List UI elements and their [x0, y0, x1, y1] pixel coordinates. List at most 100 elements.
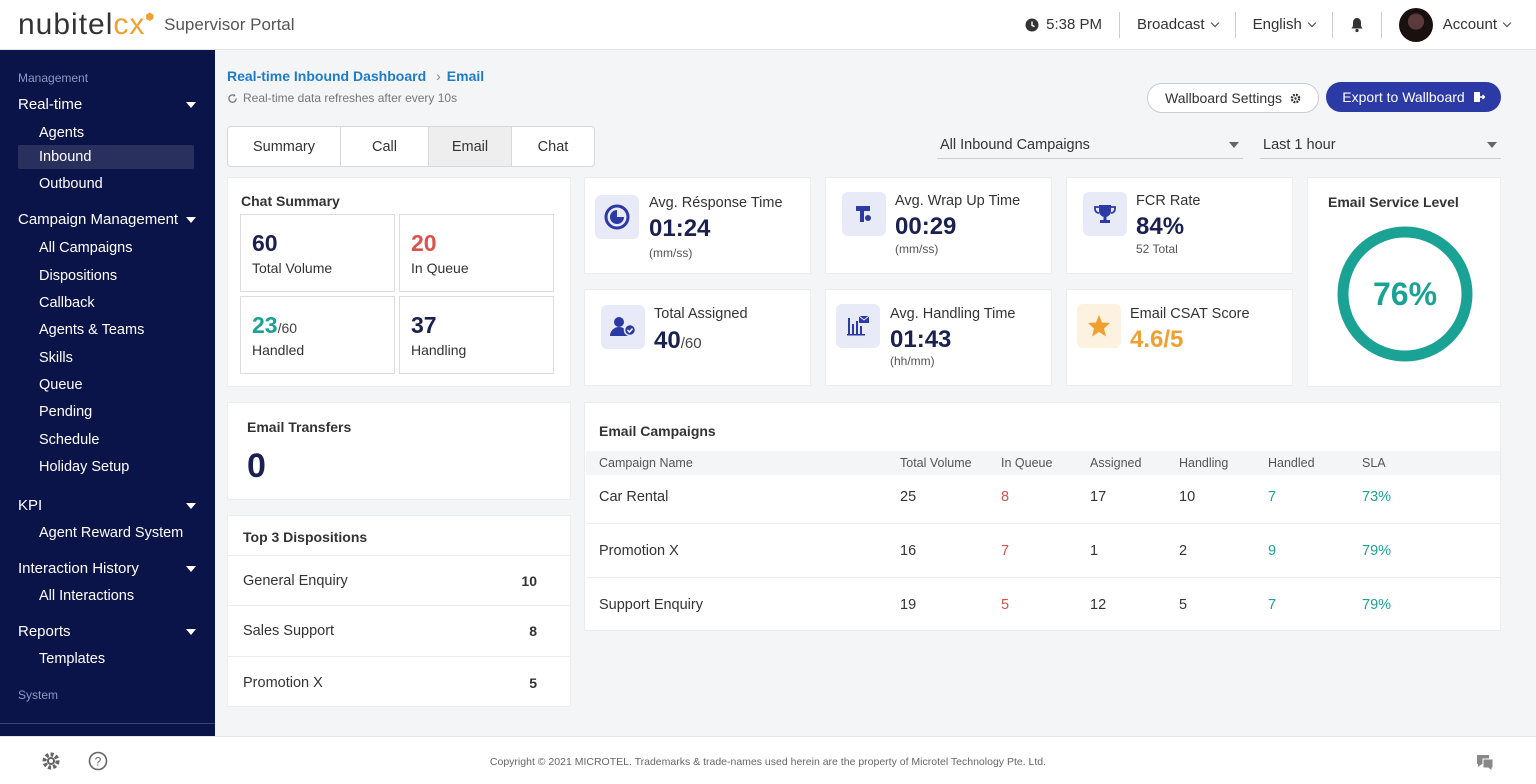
total-assigned-of: /60 [680, 335, 702, 352]
in-queue-box: 20 In Queue [399, 214, 554, 292]
sidebar-item-callback[interactable]: Callback [39, 295, 95, 311]
cell-sla: 73% [1362, 488, 1392, 505]
cell-handling: 10 [1179, 488, 1196, 505]
sidebar-item-all-campaigns[interactable]: All Campaigns [39, 240, 133, 256]
sidebar-item-reward[interactable]: Agent Reward System [39, 525, 184, 541]
chevron-down-icon [1307, 18, 1317, 27]
tab-chat[interactable]: Chat [537, 138, 569, 155]
copyright-text: Copyright © 2021 MICROTEL. Trademarks & … [489, 756, 1047, 768]
cell-sla: 79% [1362, 542, 1392, 559]
list-item: Promotion X 5 [228, 656, 571, 708]
column-header[interactable]: Handled [1268, 456, 1315, 470]
tab-call[interactable]: Call [341, 127, 429, 166]
avg-wrap-card: Avg. Wrap Up Time 00:29 (mm/ss) [825, 177, 1052, 274]
clock-icon [1025, 18, 1039, 31]
export-icon [1473, 92, 1485, 102]
cell-queue: 5 [1001, 597, 1010, 613]
help-icon[interactable]: ? [88, 751, 108, 771]
handled-box: 23/60 Handled [240, 296, 395, 374]
sidebar-section-management: Management [18, 71, 89, 85]
settings-gear-icon[interactable] [41, 751, 61, 771]
sidebar-item-queue[interactable]: Queue [39, 377, 83, 393]
sidebar-item-agents[interactable]: Agents [39, 125, 85, 141]
total-volume-label: Total Volume [252, 260, 333, 276]
sidebar-divider [0, 723, 215, 724]
sidebar-item-pending[interactable]: Pending [39, 404, 93, 420]
clock-time: 5:38 PM [1046, 16, 1103, 33]
sidebar-item-inbound[interactable]: Inbound [18, 145, 194, 169]
sidebar-group-campaign[interactable]: Campaign Management [18, 211, 196, 228]
in-queue-label: In Queue [411, 260, 469, 276]
tab-summary[interactable]: Summary [228, 127, 341, 166]
column-header[interactable]: Handling [1179, 456, 1229, 470]
cell-campaign: Support Enquiry [599, 597, 703, 613]
wrap-up-icon [842, 192, 886, 236]
handling-chart-icon [836, 304, 880, 348]
language-label: English [1252, 16, 1302, 33]
sidebar-group-realtime[interactable]: Real-time [18, 96, 196, 113]
dispositions-title: Top 3 Dispositions [243, 529, 368, 545]
campaign-select[interactable]: All Inbound Campaigns [937, 131, 1243, 159]
cell-handling: 5 [1179, 597, 1188, 613]
avg-wrap-label: Avg. Wrap Up Time [895, 193, 1021, 209]
sidebar-item-outbound[interactable]: Outbound [39, 176, 103, 192]
campaign-select-value: All Inbound Campaigns [940, 136, 1090, 153]
trophy-icon [1083, 192, 1127, 236]
sidebar-item-holiday[interactable]: Holiday Setup [39, 459, 130, 475]
group-label: Interaction History [18, 560, 139, 577]
breadcrumb-separator: › [436, 68, 441, 84]
service-level-value: 76% [1373, 276, 1437, 312]
table-row[interactable]: Promotion X 16 7 1 2 9 79% [586, 524, 1500, 578]
wallboard-settings-button[interactable]: Wallboard Settings [1147, 83, 1319, 113]
in-queue-value: 20 [411, 230, 437, 256]
column-header[interactable]: SLA [1362, 456, 1386, 470]
avg-handling-value: 01:43 [890, 326, 952, 353]
tab-email[interactable]: Email [429, 127, 512, 166]
table-row[interactable]: Support Enquiry 19 5 12 5 7 79% [586, 578, 1500, 632]
sidebar-item-schedule[interactable]: Schedule [39, 432, 100, 448]
fcr-value: 84% [1136, 213, 1185, 240]
sidebar-group-reports[interactable]: Reports [18, 623, 196, 640]
language-dropdown[interactable]: English [1236, 11, 1333, 38]
sidebar-item-all-interactions[interactable]: All Interactions [39, 588, 135, 604]
column-header[interactable]: Total Volume [900, 456, 972, 470]
avatar[interactable] [1398, 7, 1433, 42]
bell-icon [1351, 17, 1363, 32]
handling-box: 37 Handling [399, 296, 554, 374]
avg-response-label: Avg. Résponse Time [649, 195, 783, 211]
sidebar-group-kpi[interactable]: KPI [18, 497, 196, 514]
period-select[interactable]: Last 1 hour [1260, 131, 1501, 159]
chevron-down-icon [1502, 18, 1512, 27]
total-assigned-card: Total Assigned 40/60 [584, 289, 811, 386]
sidebar-item-dispositions[interactable]: Dispositions [39, 268, 118, 284]
total-assigned-label: Total Assigned [654, 306, 748, 322]
chat-support-icon[interactable] [1474, 751, 1496, 773]
fcr-label: FCR Rate [1136, 193, 1201, 209]
sidebar-group-history[interactable]: Interaction History [18, 560, 196, 577]
list-item: Sales Support 8 [228, 605, 571, 655]
sidebar-item-skills[interactable]: Skills [39, 350, 73, 366]
breadcrumb-parent-link[interactable]: Real-time Inbound Dashboard [227, 68, 427, 84]
email-campaigns-title: Email Campaigns [599, 423, 716, 439]
account-dropdown[interactable]: Account [1382, 7, 1512, 42]
column-header[interactable]: In Queue [1001, 456, 1053, 470]
service-level-title: Email Service Level [1328, 194, 1459, 210]
notifications-button[interactable] [1333, 11, 1382, 38]
column-header[interactable]: Assigned [1090, 456, 1142, 470]
stopwatch-icon [595, 195, 639, 239]
logo[interactable]: nubitel cx ⬢ [18, 8, 154, 42]
broadcast-dropdown[interactable]: Broadcast [1120, 11, 1236, 38]
sidebar-item-templates[interactable]: Templates [39, 651, 106, 667]
csat-label: Email CSAT Score [1130, 306, 1250, 322]
group-label: KPI [18, 497, 43, 514]
table-row[interactable]: Car Rental 25 8 17 10 7 73% [586, 470, 1500, 524]
column-header[interactable]: Campaign Name [599, 456, 693, 470]
export-wallboard-button[interactable]: Export to Wallboard [1326, 82, 1501, 112]
cell-handled: 7 [1268, 597, 1277, 613]
sidebar-item-agents-teams[interactable]: Agents & Teams [39, 322, 145, 338]
breadcrumb-current: Email [446, 68, 485, 84]
top-header: nubitel cx ⬢ Supervisor Portal 5:38 PM B… [0, 0, 1536, 50]
caret-down-icon [186, 502, 196, 509]
handling-value: 37 [411, 312, 437, 338]
cell-assigned: 17 [1090, 488, 1107, 505]
